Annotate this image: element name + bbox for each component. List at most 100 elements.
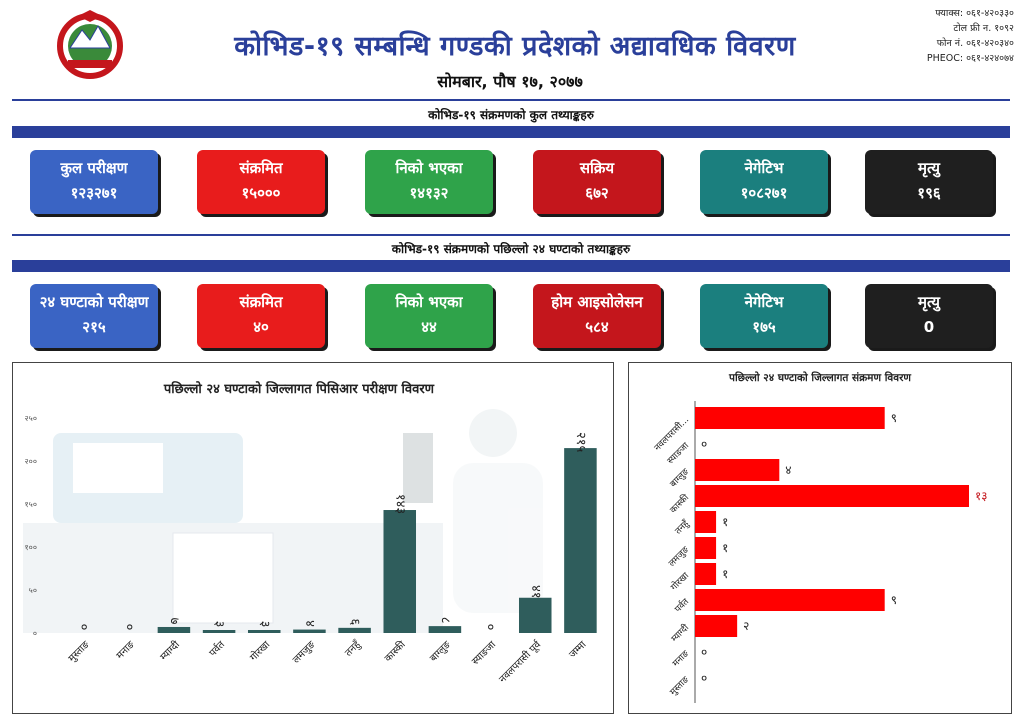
infection-bar-value-label: ९ (891, 593, 897, 607)
stat-card-label: मृत्यु (917, 293, 941, 311)
contact-info: फ्याक्स: ०६१-४२०३३० टोल फ्री न. १०९२ फोन… (927, 6, 1014, 66)
stat-card: कुल परीक्षण १२३२७१ (30, 150, 158, 214)
stat-card-value: ६७२ (585, 184, 609, 202)
infection-chart-title: पछिल्लो २४ घण्टाको जिल्लागत संक्रमण विवर… (728, 371, 911, 384)
stat-card: निको भएका ४४ (365, 284, 493, 348)
pcr-bar-value-label: ४ (302, 620, 317, 627)
x-category-label: बाग्लुङ (428, 639, 453, 664)
stat-card-label: मृत्यु (917, 159, 941, 177)
stat-card-label: सक्रिय (579, 159, 615, 177)
infection-bar (695, 511, 717, 533)
infection-bar-value-label: २ (743, 619, 749, 633)
pcr-bar-value-label: १४३ (392, 494, 407, 514)
lab-illustration (23, 409, 543, 633)
pcr-chart-title: पछिल्लो २४ घण्टाको जिल्लागत पिसिआर परीक्… (163, 381, 435, 397)
infection-bar-value-label: १ (722, 541, 728, 555)
pcr-bar-value-label: ६ (347, 618, 362, 625)
stat-card: २४ घण्टाको परीक्षण २१५ (30, 284, 158, 348)
stat-card-value: १९६ (917, 184, 941, 202)
stat-card-value: 0 (923, 318, 935, 336)
contact-fax: फ्याक्स: ०६१-४२०३३० (935, 8, 1014, 19)
x-category-label: म्याग्दी (158, 638, 183, 663)
y-category-label: म्याग्दी (668, 621, 691, 644)
stat-card-label: निको भएका (395, 159, 463, 177)
totals-heading: कोभिड-१९ संक्रमणको कुल तथ्याङ्कहरु (428, 108, 594, 122)
contact-phone: फोन नं. ०६१-४२०३४० (936, 38, 1014, 49)
infection-bar (695, 615, 738, 637)
pcr-bar-value-label: ३ (212, 621, 227, 628)
y-tick-label: १५० (25, 500, 37, 509)
pcr-bar (157, 626, 191, 633)
stat-card-label: नेगेटिभ (744, 159, 784, 177)
infection-chart-panel: पछिल्लो २४ घण्टाको जिल्लागत संक्रमण विवर… (628, 362, 1012, 714)
y-category-label: लमजुङ (667, 545, 691, 569)
stat-card: नेगेटिभ १७५ (700, 284, 828, 348)
stat-card-label: संक्रमित (239, 293, 283, 311)
pcr-bar-value-label: ४१ (528, 585, 543, 599)
stat-card: निको भएका १४१३२ (365, 150, 493, 214)
stat-card-value: १४१३२ (409, 184, 449, 202)
pcr-bar (338, 627, 371, 633)
x-category-label: लमजुङ (291, 639, 318, 666)
x-category-label: गोरखा (248, 638, 273, 663)
infection-bar (695, 537, 717, 559)
stat-card-value: ४४ (421, 318, 437, 336)
pcr-bar (564, 448, 597, 633)
divider (12, 99, 1010, 101)
infection-bar (695, 563, 717, 585)
x-category-label: स्याङजा (470, 639, 498, 667)
infection-bar-value-label: ९ (891, 411, 897, 425)
infection-bar-value-label: ० (701, 437, 707, 451)
pcr-bar-value-label: ७ (166, 618, 181, 625)
pcr-bar-value-label: ० (483, 624, 498, 631)
stat-card: संक्रमित ४० (197, 284, 325, 348)
pcr-bar-chart: पछिल्लो २४ घण्टाको जिल्लागत पिसिआर परीक्… (23, 381, 597, 685)
stat-card: सक्रिय ६७२ (533, 150, 661, 214)
stat-card-value: १५००० (241, 184, 281, 202)
x-category-label: मुस्ताङ (67, 639, 93, 665)
y-tick-label: २०० (25, 457, 37, 466)
pcr-bar-value-label: ० (76, 624, 91, 631)
y-category-label: स्याङजा (666, 441, 692, 467)
y-category-label: बाग्लुङ (669, 467, 692, 490)
stat-card-label: कुल परीक्षण (60, 159, 128, 177)
section-band (12, 126, 1010, 138)
infection-bar-value-label: १३ (975, 489, 987, 503)
pcr-bar-value-label: ३ (257, 621, 272, 628)
section-band (12, 260, 1010, 272)
nepal-emblem-logo (50, 8, 130, 80)
pcr-bar (518, 597, 552, 633)
pcr-bar-value-label: ० (121, 624, 136, 631)
stat-card-value: १०८२७१ (740, 184, 788, 202)
x-category-label: मनाङ (115, 639, 138, 662)
report-date: सोमबार, पौष १७, २०७७ (437, 72, 583, 91)
stat-card-value: ५८४ (585, 318, 609, 336)
stat-card-label: संक्रमित (239, 159, 283, 177)
pcr-bar (383, 510, 417, 633)
stat-card-value: ४० (253, 318, 269, 336)
stat-card: मृत्यु १९६ (865, 150, 993, 214)
page-title: कोभिड-१९ सम्बन्धि गण्डकी प्रदेशको अद्याव… (234, 31, 796, 62)
stat-card: मृत्यु 0 (865, 284, 993, 348)
pcr-bar (202, 630, 236, 633)
x-category-label: तनहुँ (343, 638, 365, 660)
y-tick-label: २५० (25, 414, 37, 423)
x-category-label: पर्वत (207, 638, 228, 659)
y-category-label: कास्की (667, 491, 692, 516)
pcr-chart-panel: पछिल्लो २४ घण्टाको जिल्लागत पिसिआर परीक्… (12, 362, 614, 714)
y-tick-label: ० (33, 629, 37, 638)
y-tick-label: १०० (25, 543, 37, 552)
stat-card-label: होम आइसोलेसन (551, 293, 643, 311)
y-category-label: मुस्ताङ (668, 675, 691, 698)
pcr-bar (247, 630, 281, 633)
infection-bar-value-label: ४ (785, 463, 791, 477)
y-category-label: तनहुँ (672, 517, 692, 537)
stat-card: संक्रमित १५००० (197, 150, 325, 214)
x-category-label: नवलपरासी पूर्व (497, 638, 544, 685)
stat-card-label: निको भएका (395, 293, 463, 311)
stat-card: होम आइसोलेसन ५८४ (533, 284, 661, 348)
pcr-bar-value-label: २१५ (573, 432, 588, 453)
stat-card-label: २४ घण्टाको परीक्षण (39, 293, 149, 311)
y-category-label: गोरखा (668, 569, 692, 593)
stat-card-label: नेगेटिभ (744, 293, 784, 311)
